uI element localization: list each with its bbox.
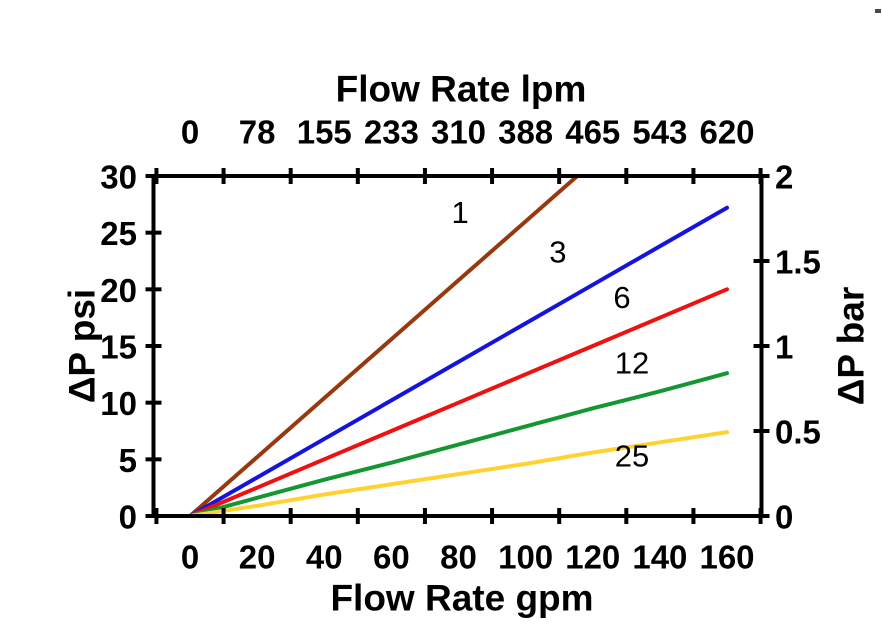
- series-line-6: [188, 287, 729, 518]
- series-line-25: [188, 430, 729, 518]
- left-tick-label: 25: [100, 215, 137, 252]
- left-axis-title: ΔP psi: [62, 289, 103, 403]
- curve-label-25: 25: [615, 438, 649, 473]
- bottom-tick-label: 120: [565, 539, 620, 576]
- right-tick-label: 2: [775, 159, 793, 196]
- bottom-tick-label: 60: [373, 539, 410, 576]
- top-tick-label: 310: [431, 114, 486, 151]
- top-tick-label: 155: [297, 114, 352, 151]
- top-tick-label: 543: [632, 114, 687, 151]
- curve-label-1: 1: [452, 195, 469, 230]
- series-line-1: [188, 174, 583, 518]
- bottom-tick-label: 100: [498, 539, 553, 576]
- left-tick-label: 15: [100, 329, 137, 366]
- bottom-axis-title: Flow Rate gpm: [330, 578, 593, 619]
- bottom-tick-label: 80: [440, 539, 477, 576]
- top-axis-title: Flow Rate lpm: [336, 69, 587, 110]
- bottom-tick-label: 40: [306, 539, 343, 576]
- left-tick-label: 5: [119, 442, 137, 479]
- curve-label-12: 12: [615, 346, 649, 381]
- right-tick-label: 0: [775, 499, 793, 536]
- top-tick-label: 78: [239, 114, 276, 151]
- scan-artifact-dot: [875, 9, 881, 13]
- top-tick-label: 388: [498, 114, 553, 151]
- left-tick-label: 30: [100, 159, 137, 196]
- bottom-tick-label: 0: [181, 539, 199, 576]
- top-tick-label: 465: [565, 114, 620, 151]
- left-tick-label: 20: [100, 272, 137, 309]
- top-tick-label: 620: [699, 114, 754, 151]
- bottom-tick-label: 140: [632, 539, 687, 576]
- left-tick-label: 10: [100, 385, 137, 422]
- right-tick-label: 1.5: [775, 244, 821, 281]
- bottom-tick-label: 20: [239, 539, 276, 576]
- top-tick-label: 233: [364, 114, 419, 151]
- right-tick-label: 0.5: [775, 414, 821, 451]
- curve-label-6: 6: [613, 280, 630, 315]
- curve-label-3: 3: [549, 234, 566, 269]
- series-line-3: [188, 205, 729, 518]
- top-tick-label: 0: [181, 114, 199, 151]
- right-tick-label: 1: [775, 329, 793, 366]
- series-line-12: [188, 371, 729, 518]
- bottom-tick-label: 160: [699, 539, 754, 576]
- right-axis-title: ΔP bar: [831, 287, 872, 405]
- left-tick-label: 0: [119, 499, 137, 536]
